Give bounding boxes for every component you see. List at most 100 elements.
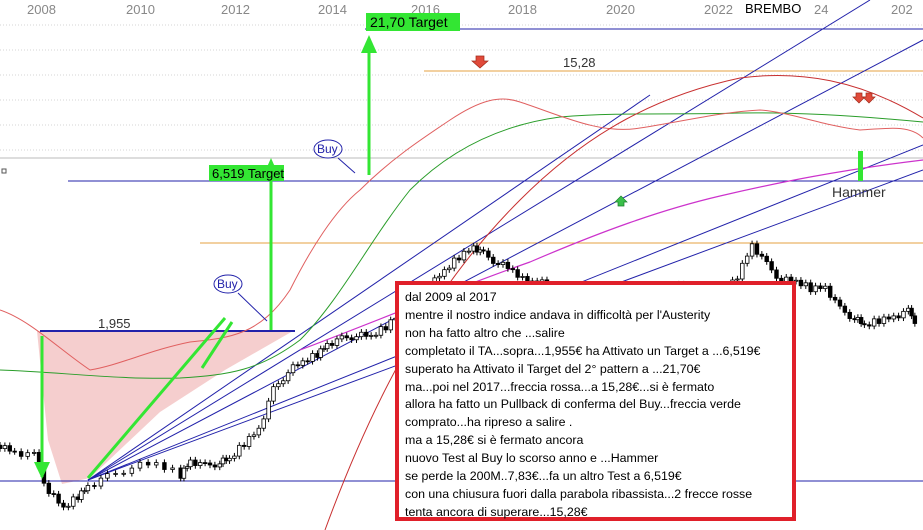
candle-body xyxy=(881,316,887,324)
candle-body xyxy=(51,493,56,495)
green-arrow-2019 xyxy=(614,195,628,207)
candle-body xyxy=(388,319,393,331)
target-label-2170: 21,70 Target xyxy=(370,14,448,30)
candle-body xyxy=(246,436,252,447)
candle-body xyxy=(466,250,472,253)
candle-body xyxy=(113,473,118,475)
red-arrow-right-2 xyxy=(862,92,876,104)
candle-body xyxy=(847,311,852,319)
red-arrow-2017 xyxy=(471,55,489,69)
note-line: se perde la 200M..7,83€...fa un altro Te… xyxy=(405,469,682,484)
candle-body xyxy=(276,383,281,388)
candle-body xyxy=(241,444,247,447)
pattern-neckline-2 xyxy=(200,321,234,369)
candle-body xyxy=(456,257,462,261)
candle-body xyxy=(759,253,765,257)
candle-body xyxy=(447,267,452,271)
candle-body xyxy=(510,268,515,271)
candle-body xyxy=(803,282,808,287)
candle-body xyxy=(364,331,369,337)
candle-body xyxy=(871,318,877,327)
red-arrows xyxy=(471,55,876,104)
x-tick: 2014 xyxy=(318,2,347,17)
candle-body xyxy=(12,450,17,453)
candle-body xyxy=(105,473,110,479)
hammer-marker xyxy=(858,151,863,181)
candle-body xyxy=(7,445,12,452)
candle-body xyxy=(813,285,818,293)
candle-body xyxy=(137,461,143,469)
candle-body xyxy=(71,496,76,507)
candle-body xyxy=(232,455,237,459)
candle-body xyxy=(185,466,190,469)
candle-body xyxy=(256,427,262,436)
buy-bubble-2 xyxy=(313,139,343,159)
candle-body xyxy=(339,335,345,340)
candle-body xyxy=(437,275,442,279)
candle-body xyxy=(25,452,30,457)
candle-body xyxy=(318,348,323,358)
candle-body xyxy=(188,459,193,468)
candle-body xyxy=(373,334,379,337)
candle-body xyxy=(261,418,266,429)
target-label-6519: 6,519 Target xyxy=(212,166,284,181)
x-tick: 2018 xyxy=(508,2,537,17)
candle-body xyxy=(129,467,135,474)
candle-body xyxy=(474,245,480,253)
x-tick: 2020 xyxy=(606,2,635,17)
note-line: mentre il nostro indice andava in diffic… xyxy=(405,307,711,322)
candle-body xyxy=(85,485,91,492)
note-line: superato ha Attivato il Target del 2° pa… xyxy=(405,361,701,376)
candle-body xyxy=(500,261,506,265)
candle-body xyxy=(290,364,296,374)
candle-body xyxy=(749,243,755,257)
candle-body xyxy=(79,490,84,500)
candle-body xyxy=(295,364,301,367)
red-arrow-right-1 xyxy=(852,92,866,104)
candle-body xyxy=(896,315,901,319)
candle-body xyxy=(193,459,198,466)
candle-body xyxy=(461,250,467,261)
candle-body xyxy=(82,490,87,493)
notes-box: dal 2009 al 2017 mentre il nostro indice… xyxy=(395,281,796,521)
candle-body xyxy=(828,285,833,298)
target-label-bg-1 xyxy=(209,165,284,181)
candle-body xyxy=(162,462,167,470)
candle-body xyxy=(886,316,892,320)
edge-marker xyxy=(1,168,7,174)
note-line: allora ha fatto un Pullback di conferma … xyxy=(405,397,741,412)
target-label-bg-2 xyxy=(366,13,460,31)
candle-body xyxy=(842,305,848,313)
note-line: con una chiusura fuori dalla parabola ri… xyxy=(405,486,753,501)
candle-body xyxy=(808,282,813,293)
level-label-1528: 15,28 xyxy=(563,55,596,70)
ma-long-green xyxy=(0,112,923,379)
candle-body xyxy=(486,250,491,258)
candle-body xyxy=(858,317,864,325)
candle-body xyxy=(300,360,305,366)
candle-body xyxy=(154,462,159,466)
x-tick: 2008 xyxy=(27,2,56,17)
note-line: completato il TA...sopra...1,955€ ha Att… xyxy=(405,343,761,358)
candle-body xyxy=(18,451,24,457)
pattern-fill xyxy=(37,331,293,484)
candle-body xyxy=(383,326,389,331)
candle-body xyxy=(744,255,750,264)
candle-body xyxy=(285,372,291,382)
candle-body xyxy=(334,338,340,346)
candle-body xyxy=(271,386,276,402)
candle-body xyxy=(61,502,66,508)
buy-label-2: Buy xyxy=(317,142,338,156)
ma-short-red xyxy=(0,98,923,371)
note-line: ma...poi nel 2017...freccia rossa...a 15… xyxy=(405,379,715,394)
hammer-label: Hammer xyxy=(832,184,886,200)
candle-body xyxy=(862,323,867,326)
candle-body xyxy=(321,348,327,351)
buy-bubble-1 xyxy=(213,274,243,294)
x-tick: 2010 xyxy=(126,2,155,17)
candle-body xyxy=(145,461,151,466)
candle-body xyxy=(867,324,872,327)
candle-body xyxy=(349,337,354,341)
note-line: comprato...ha ripreso a salire . xyxy=(405,415,573,430)
